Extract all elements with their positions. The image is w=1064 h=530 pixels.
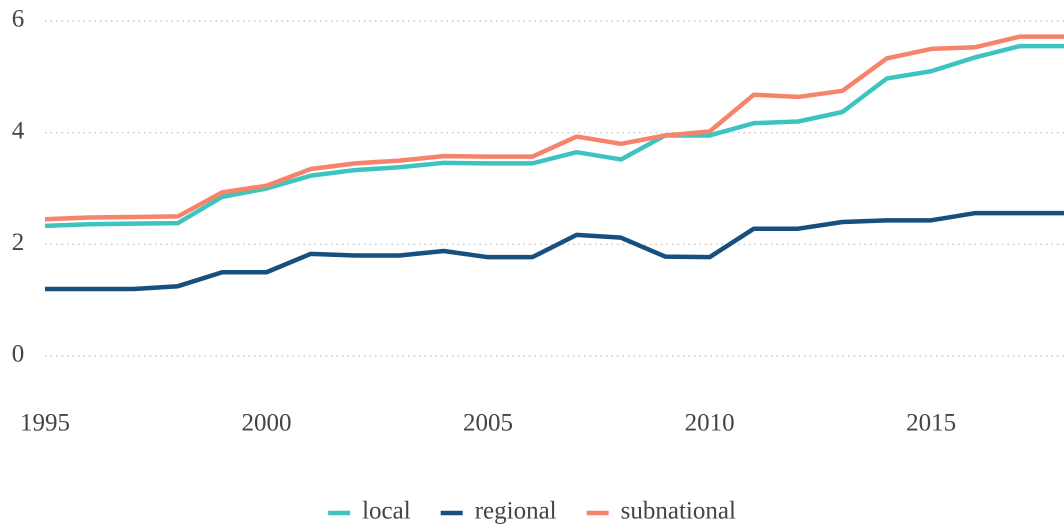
y-tick-label: 6 — [12, 6, 25, 33]
x-tick-label: 2015 — [906, 410, 956, 437]
line-series — [44, 34, 1064, 222]
legend: local regional subnational — [328, 498, 736, 525]
legend-label: local — [362, 498, 411, 525]
line-series — [45, 210, 1064, 292]
x-tick-label: 2005 — [463, 410, 513, 437]
x-tick-label: 2010 — [685, 410, 735, 437]
x-tick-label: 2000 — [242, 410, 292, 437]
legend-label: subnational — [621, 498, 736, 525]
y-tick-label: 2 — [12, 229, 25, 256]
y-tick-label: 4 — [12, 117, 25, 144]
x-tick-label: 1995 — [20, 410, 70, 437]
legend-label: regional — [475, 498, 557, 525]
y-tick-label: 0 — [12, 341, 25, 368]
line-series — [44, 43, 1064, 229]
